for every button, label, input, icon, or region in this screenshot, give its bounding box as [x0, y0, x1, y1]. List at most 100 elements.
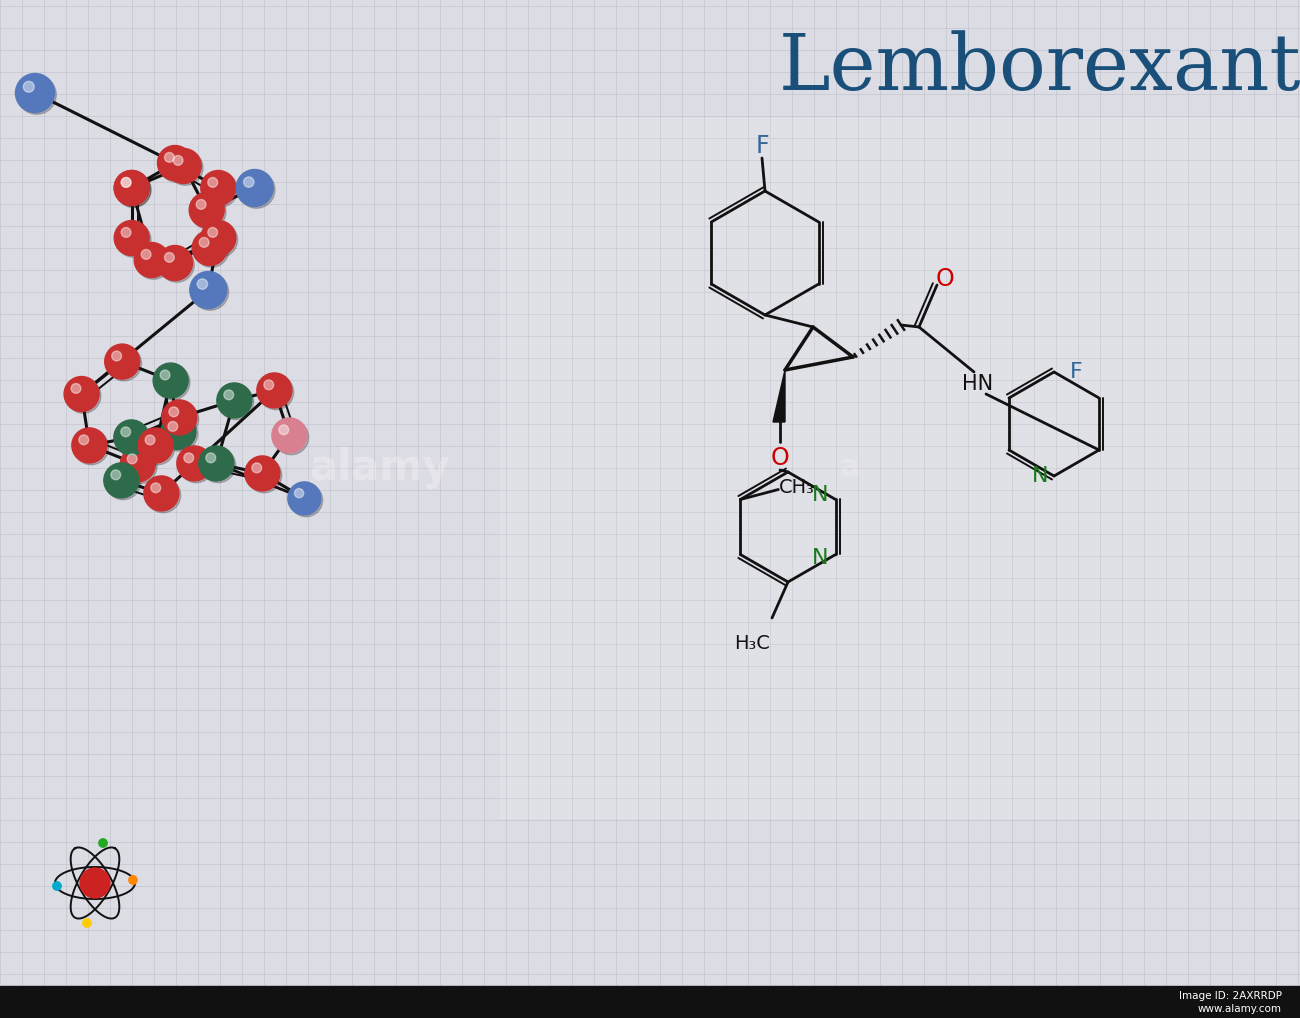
Circle shape [111, 470, 121, 479]
Text: Lemborexant: Lemborexant [779, 31, 1300, 106]
Text: F: F [755, 134, 768, 158]
Circle shape [74, 430, 109, 465]
Circle shape [160, 371, 170, 380]
Circle shape [161, 414, 196, 450]
Circle shape [105, 465, 140, 500]
Circle shape [116, 222, 151, 258]
Text: N: N [811, 486, 828, 506]
Circle shape [121, 427, 131, 437]
Circle shape [81, 868, 110, 898]
Circle shape [116, 421, 151, 457]
Circle shape [200, 448, 235, 483]
Circle shape [208, 177, 217, 187]
Circle shape [264, 380, 274, 390]
Circle shape [162, 400, 196, 435]
Circle shape [127, 454, 136, 464]
Circle shape [112, 351, 121, 361]
Text: a: a [840, 453, 861, 483]
Circle shape [146, 477, 181, 513]
Circle shape [191, 273, 229, 310]
Circle shape [244, 456, 280, 491]
Text: O: O [936, 267, 954, 291]
Circle shape [153, 363, 188, 398]
Circle shape [72, 384, 81, 393]
Circle shape [104, 463, 139, 498]
Circle shape [114, 170, 150, 206]
Circle shape [191, 194, 226, 229]
Circle shape [162, 416, 198, 451]
Circle shape [224, 390, 234, 400]
Circle shape [208, 227, 217, 237]
Circle shape [168, 421, 178, 432]
Text: CH₃: CH₃ [779, 478, 814, 497]
Circle shape [257, 373, 292, 408]
Circle shape [217, 383, 252, 418]
Circle shape [155, 364, 190, 400]
Circle shape [166, 149, 202, 183]
Text: Image ID: 2AXRRDP: Image ID: 2AXRRDP [1179, 991, 1282, 1001]
Circle shape [144, 476, 179, 511]
Circle shape [168, 151, 203, 185]
Circle shape [72, 428, 107, 463]
Bar [0, 986, 1300, 1018]
Circle shape [114, 170, 150, 206]
Circle shape [165, 252, 174, 263]
Circle shape [178, 448, 213, 483]
Circle shape [151, 483, 161, 493]
Circle shape [116, 172, 151, 208]
Circle shape [183, 453, 194, 463]
Circle shape [169, 407, 178, 416]
Circle shape [105, 344, 139, 379]
Circle shape [199, 237, 209, 247]
Circle shape [199, 446, 234, 480]
Text: F: F [1070, 362, 1083, 382]
Circle shape [190, 192, 224, 227]
Text: N: N [1032, 466, 1048, 486]
Circle shape [203, 172, 238, 208]
Circle shape [121, 227, 131, 237]
Circle shape [259, 375, 294, 409]
Text: N: N [811, 549, 828, 568]
Circle shape [173, 156, 183, 165]
Circle shape [157, 146, 192, 180]
Circle shape [157, 245, 192, 281]
Circle shape [121, 177, 131, 187]
Circle shape [243, 177, 254, 187]
Circle shape [129, 875, 138, 885]
Circle shape [238, 171, 276, 209]
Circle shape [64, 377, 99, 411]
Circle shape [274, 419, 308, 455]
Circle shape [23, 81, 34, 93]
Circle shape [99, 839, 107, 847]
Circle shape [116, 172, 151, 208]
Circle shape [200, 170, 235, 206]
Text: www.alamy.com: www.alamy.com [1199, 1004, 1282, 1014]
Circle shape [136, 244, 172, 279]
Circle shape [121, 447, 155, 482]
Circle shape [121, 177, 131, 187]
Circle shape [192, 230, 227, 266]
Circle shape [205, 453, 216, 463]
Circle shape [200, 221, 235, 256]
Circle shape [134, 242, 169, 278]
Circle shape [79, 435, 88, 445]
Circle shape [203, 222, 238, 258]
Text: alamy: alamy [309, 447, 450, 489]
Circle shape [114, 420, 150, 455]
Circle shape [196, 200, 205, 210]
Circle shape [272, 418, 307, 453]
Bar [500, 118, 1300, 818]
Circle shape [280, 425, 289, 435]
Circle shape [53, 882, 61, 890]
Circle shape [198, 279, 208, 289]
Circle shape [165, 153, 174, 162]
Circle shape [146, 435, 155, 445]
Circle shape [247, 458, 282, 493]
Circle shape [160, 247, 194, 282]
Polygon shape [774, 370, 785, 422]
Circle shape [295, 489, 304, 498]
Text: H₃C: H₃C [734, 634, 770, 654]
Circle shape [114, 221, 150, 256]
Circle shape [83, 919, 91, 927]
Circle shape [164, 402, 199, 437]
